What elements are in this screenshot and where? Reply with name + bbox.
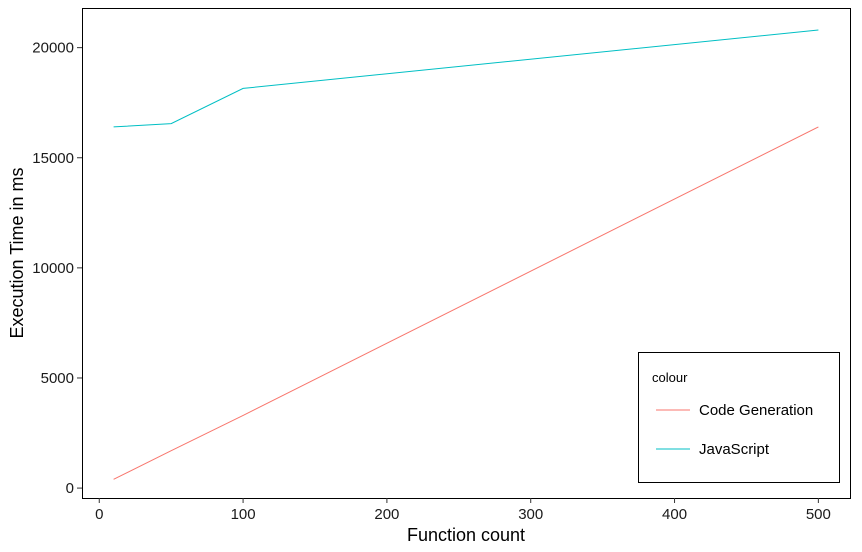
- y-axis: 0 5000 10000 15000 20000: [32, 40, 82, 497]
- x-tick-label: 200: [374, 506, 399, 523]
- x-axis-title: Function count: [407, 525, 525, 545]
- legend-entry-label: Code Generation: [699, 402, 813, 419]
- x-axis: 0 100 200 300 400 500: [95, 498, 831, 523]
- plot-panel-border: [82, 8, 851, 499]
- legend-box: [638, 352, 840, 483]
- series-line-javascript: [113, 29, 819, 128]
- x-tick-label: 100: [231, 506, 256, 523]
- series-layer: [113, 29, 819, 480]
- y-tick-label: 0: [66, 480, 74, 497]
- legend-entry-label: JavaScript: [699, 441, 770, 458]
- legend: colour Code Generation JavaScript: [638, 352, 840, 483]
- x-tick-label: 500: [806, 506, 831, 523]
- legend-title: colour: [652, 370, 688, 385]
- y-tick-label: 20000: [32, 40, 74, 57]
- y-tick-label: 15000: [32, 150, 74, 167]
- x-tick-label: 300: [518, 506, 543, 523]
- y-tick-label: 10000: [32, 260, 74, 277]
- y-tick-label: 5000: [41, 370, 74, 387]
- x-tick-label: 0: [95, 506, 103, 523]
- series-line-code-generation: [113, 126, 819, 480]
- y-axis-title: Execution Time in ms: [7, 167, 27, 338]
- x-tick-label: 400: [662, 506, 687, 523]
